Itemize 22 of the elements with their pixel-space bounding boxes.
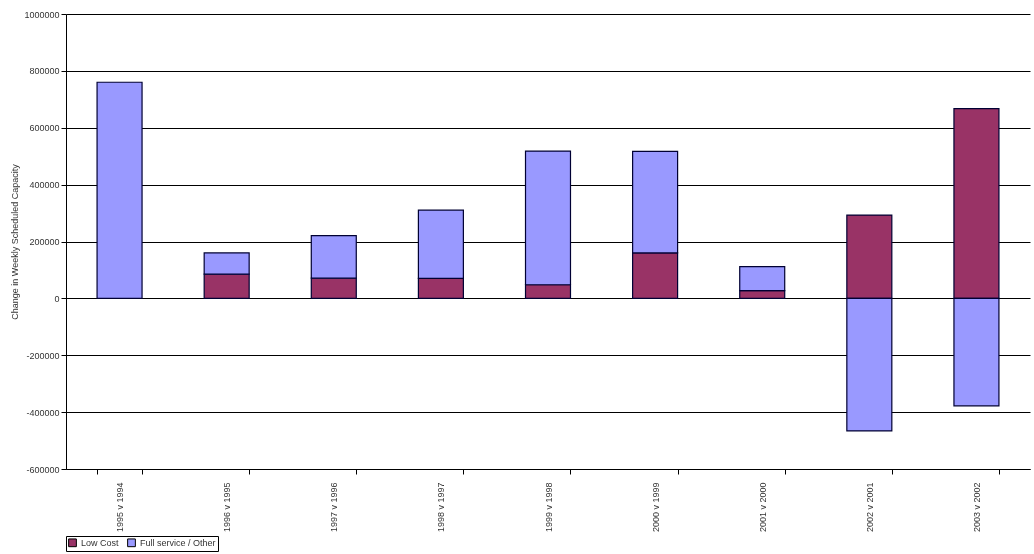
bar: [96, 81, 143, 299]
y-tick-label: -400000: [26, 407, 60, 418]
x-tick-label: 1996 v 1995: [222, 482, 233, 533]
x-tick-label: 2000 v 1999: [650, 482, 661, 533]
x-tick-label: 2003 v 2002: [971, 482, 982, 533]
y-tick-label: 0: [54, 293, 60, 304]
y-tick-label: 400000: [29, 180, 60, 191]
y-tick-label: 600000: [29, 123, 60, 134]
y-tick-label: -600000: [26, 464, 60, 475]
x-tick-label: 1997 v 1996: [329, 482, 340, 533]
y-tick-label: 800000: [29, 66, 60, 77]
x-tick-label: 1999 v 1998: [543, 482, 554, 533]
x-tick-label: 2002 v 2001: [864, 482, 875, 533]
y-axis-title: Change in Weekly Scheduled Capacity: [10, 163, 21, 320]
x-tick-label: 1995 v 1994: [115, 482, 126, 533]
y-tick-label: 1000000: [24, 9, 60, 20]
x-tick-label: 1998 v 1997: [436, 482, 447, 533]
legend-label: Full service / Other: [140, 537, 216, 548]
y-tick-label: -200000: [26, 350, 60, 361]
legend-label: Low Cost: [81, 537, 120, 548]
x-tick-label: 2001 v 2000: [757, 482, 768, 533]
y-tick-label: 200000: [29, 237, 60, 247]
